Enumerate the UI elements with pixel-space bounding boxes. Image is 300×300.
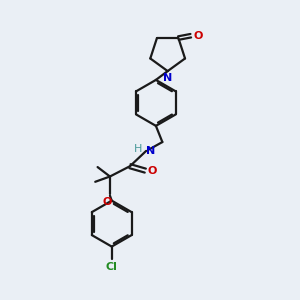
Text: O: O bbox=[103, 197, 112, 207]
Text: Cl: Cl bbox=[106, 262, 118, 272]
Text: O: O bbox=[148, 166, 157, 176]
Text: H: H bbox=[134, 144, 142, 154]
Text: N: N bbox=[163, 73, 172, 82]
Text: N: N bbox=[146, 146, 155, 156]
Text: O: O bbox=[193, 31, 203, 41]
